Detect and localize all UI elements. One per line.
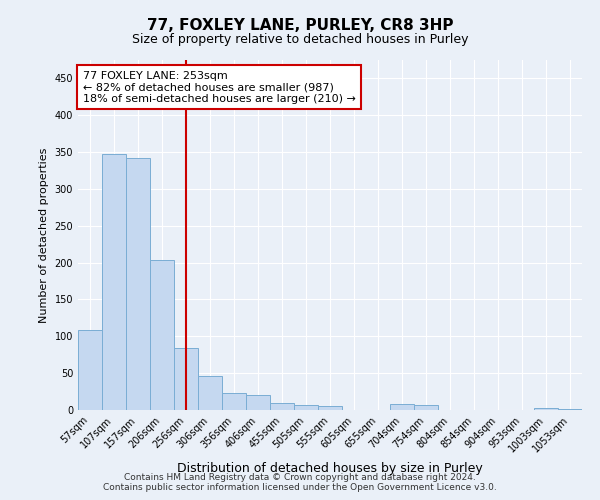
Text: Size of property relative to detached houses in Purley: Size of property relative to detached ho… <box>132 32 468 46</box>
Text: 77 FOXLEY LANE: 253sqm
← 82% of detached houses are smaller (987)
18% of semi-de: 77 FOXLEY LANE: 253sqm ← 82% of detached… <box>83 70 356 104</box>
Bar <box>126 158 150 410</box>
Bar <box>534 408 558 410</box>
Bar <box>198 376 222 410</box>
Bar <box>222 393 246 410</box>
Bar <box>246 396 270 410</box>
Text: 77, FOXLEY LANE, PURLEY, CR8 3HP: 77, FOXLEY LANE, PURLEY, CR8 3HP <box>147 18 453 32</box>
Bar <box>294 405 318 410</box>
Bar <box>150 260 174 410</box>
Bar <box>174 348 198 410</box>
Bar <box>558 408 582 410</box>
Text: Contains HM Land Registry data © Crown copyright and database right 2024.
Contai: Contains HM Land Registry data © Crown c… <box>103 473 497 492</box>
X-axis label: Distribution of detached houses by size in Purley: Distribution of detached houses by size … <box>177 462 483 475</box>
Bar <box>390 404 414 410</box>
Bar <box>270 402 294 410</box>
Y-axis label: Number of detached properties: Number of detached properties <box>39 148 49 322</box>
Bar <box>102 154 126 410</box>
Bar <box>414 405 438 410</box>
Bar <box>318 406 342 410</box>
Bar <box>78 330 102 410</box>
